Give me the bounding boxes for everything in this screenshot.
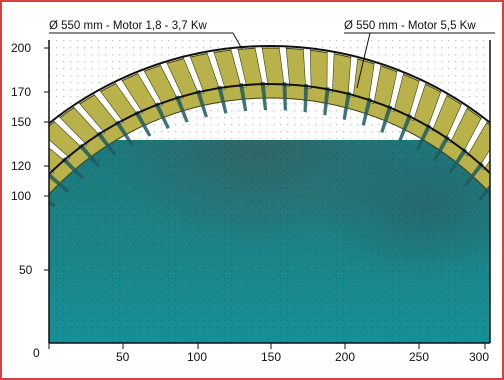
blade-slot [134,110,152,137]
blade-slot [217,85,228,114]
blade-slot [49,172,70,193]
blade-slot [398,113,413,142]
outer-arc [49,45,490,125]
blade-slot [17,204,43,222]
blade-slot [303,83,309,113]
blade-slot [78,143,100,168]
blade-slot [282,82,287,111]
x-tick-300: 300 [469,350,489,364]
blade-slot [448,147,468,174]
x-tick-50: 50 [116,350,130,364]
blade-slot [49,199,56,208]
blade-slot [323,86,330,116]
blade-slot [432,135,450,162]
blade-slot [174,95,189,123]
x-tick-marks [48,343,486,349]
blade-slot [342,91,351,121]
blade-slot [61,157,85,180]
blade-band [49,47,490,196]
x-tick-100: 100 [187,350,207,364]
x-tick-200: 200 [335,350,355,364]
blade-ring [0,45,490,255]
blade-slot [260,82,268,111]
blade-slot [415,123,432,152]
x-tick-150: 150 [261,350,281,364]
inner-arc [49,83,490,176]
blade-slot [154,102,170,129]
blade-slot [0,240,20,255]
y-tick-marks [44,47,49,271]
blade-slot [478,184,490,201]
y-tick-170: 170 [11,85,31,99]
label-motor-large: Ø 550 mm - Motor 5,5 Kw [344,20,476,32]
x-tick-0: 0 [33,346,40,360]
label-motor-large-leader [356,32,371,89]
label-motor-small-leader [232,32,243,50]
y-tick-150: 150 [11,115,31,129]
label-motor-small: Ø 550 mm - Motor 1,8 - 3,7 Kw [49,20,208,32]
y-tick-50: 50 [19,263,33,277]
blade-slot [4,222,31,239]
blade-gap [49,139,71,163]
blade-slot [361,97,372,126]
blade-slot [114,120,134,146]
blade-slot [380,104,393,134]
x-tick-250: 250 [409,350,429,364]
y-tick-200: 200 [11,41,31,55]
blade-slot [195,89,208,118]
y-tick-120: 120 [11,159,31,173]
y-tick-100: 100 [11,189,31,203]
blade-slot [238,83,248,112]
blade-slot [96,131,117,156]
blade-slot [464,161,484,187]
